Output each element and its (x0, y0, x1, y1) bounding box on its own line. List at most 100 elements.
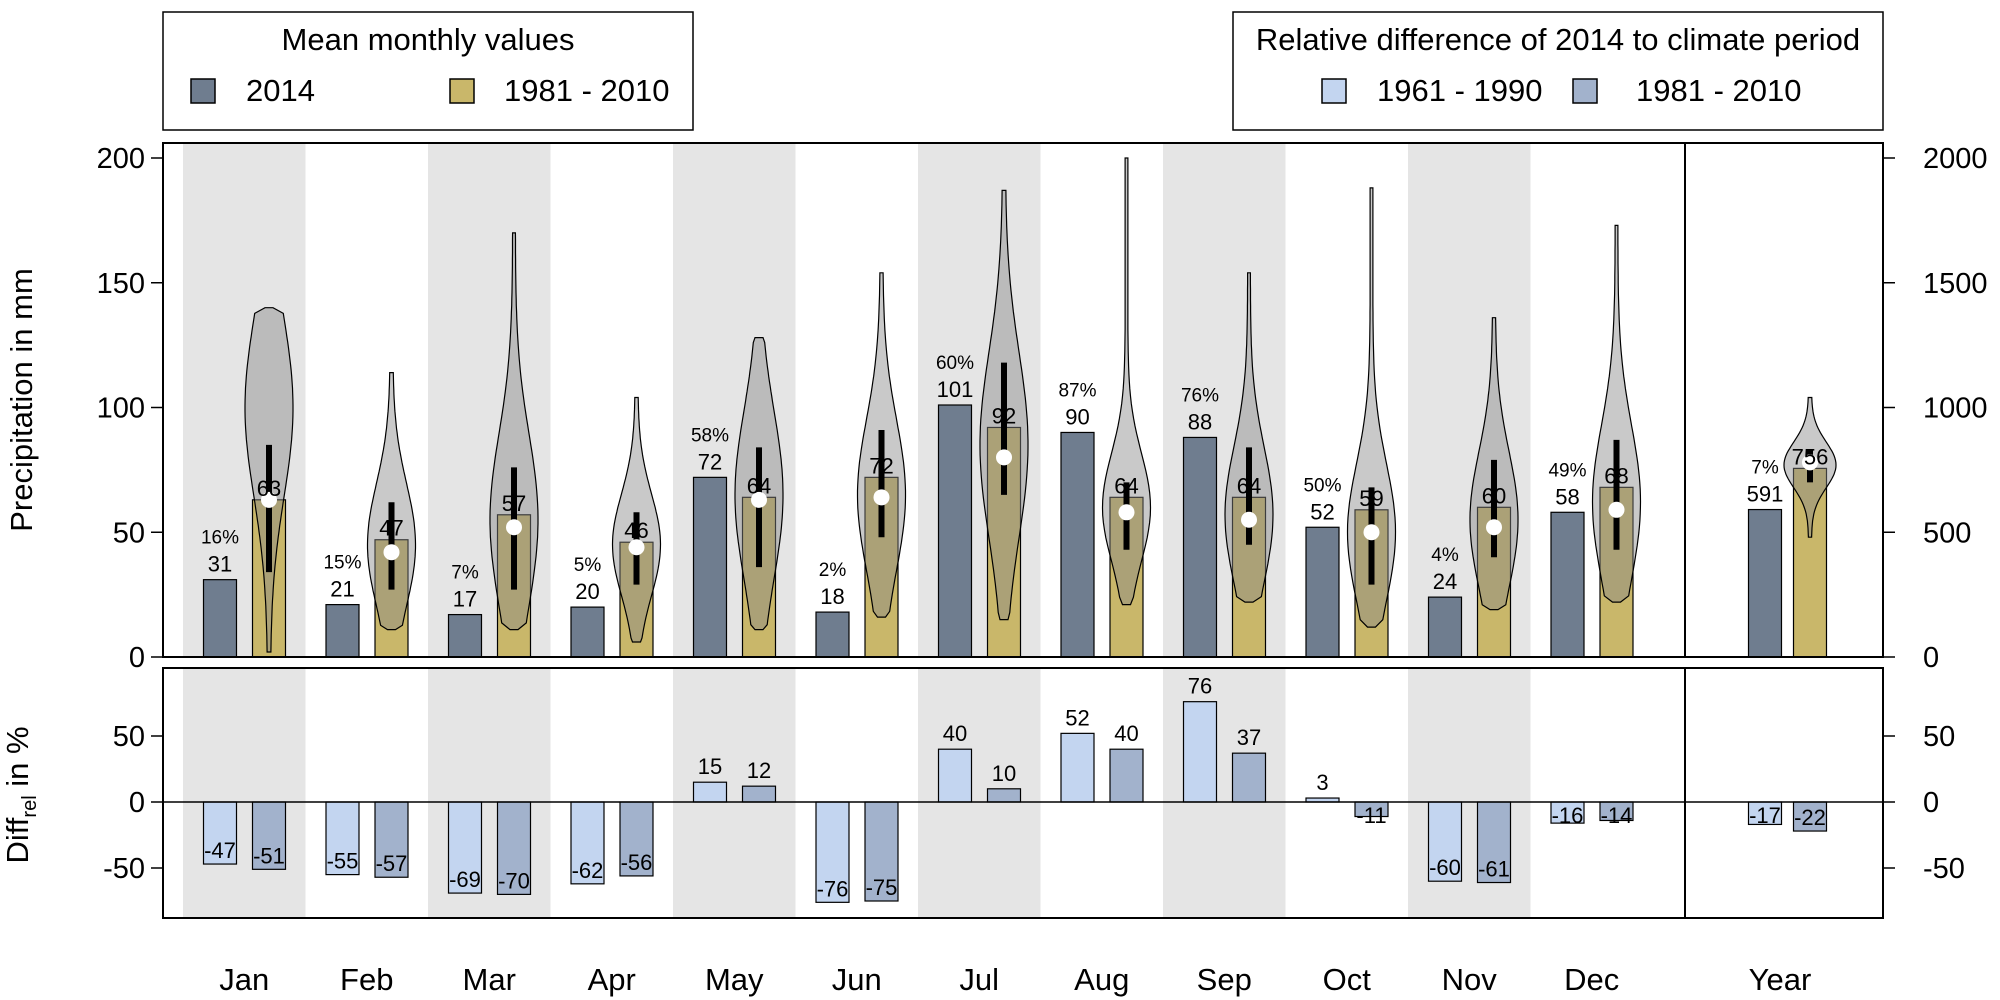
median-Jan (261, 491, 277, 508)
bar-2014-May (692, 476, 728, 658)
label-clim-Oct: 59 (1359, 486, 1383, 511)
diff-label-6190-Jan: -47 (204, 838, 236, 863)
month-label-Jun: Jun (832, 962, 882, 997)
diff-bar-6190-Mar (447, 801, 483, 894)
legend-2014-label: 2014 (246, 73, 315, 108)
legend-mean-monthly: Mean monthly values 2014 1981 - 2010 (162, 11, 694, 131)
label-clim-Dec: 68 (1604, 463, 1628, 488)
pct-2014-year: 7% (1751, 458, 1779, 479)
label-clim-Jul: 92 (992, 403, 1016, 428)
diff-label-6190-Jun: -76 (817, 876, 849, 901)
shade-bottom (673, 668, 796, 918)
diff-label-6190-Mar: -69 (449, 867, 481, 892)
top-left-tick-label: 150 (97, 268, 145, 300)
label-clim-May: 64 (747, 473, 771, 498)
pct-2014-Sep: 76% (1181, 385, 1219, 406)
median-Sep (1241, 511, 1257, 528)
shade-bottom (1163, 668, 1286, 918)
pct-2014-Jun: 2% (819, 560, 847, 581)
bar-2014-Nov (1427, 596, 1463, 658)
median-Jun (873, 489, 890, 506)
month-label-Dec: Dec (1564, 962, 1619, 997)
bar-2014-Jul (937, 404, 973, 658)
violin-Feb (366, 372, 417, 631)
diff-label-8110-Jan: -51 (253, 843, 285, 868)
legend-2014-swatch (190, 78, 216, 104)
legend-8110-swatch (1572, 78, 1598, 104)
pct-2014-Dec: 49% (1548, 460, 1586, 481)
label-2014-Sep: 88 (1188, 409, 1212, 434)
violin-Oct (1346, 187, 1397, 628)
shade-top (1408, 143, 1531, 657)
diff-bar-6190-Aug (1060, 732, 1095, 803)
diff-bar-6190-Jul (937, 748, 973, 803)
diff-label-8110-Sep: 37 (1237, 725, 1261, 750)
label-2014-May: 72 (698, 449, 722, 474)
label-clim-Mar: 57 (502, 491, 526, 516)
diff-bar-8110-Jun (864, 801, 899, 902)
bottom-right-tick-label: -50 (1923, 853, 1965, 885)
bar-2014-year (1747, 508, 1783, 658)
diff-label-6190-Feb: -55 (327, 849, 359, 874)
bottom-left-tick-label: 0 (129, 787, 145, 819)
legend-6190-label: 1961 - 1990 (1377, 73, 1542, 108)
legend-right-title: Relative difference of 2014 to climate p… (1256, 22, 1860, 57)
label-2014-Apr: 20 (575, 579, 599, 604)
top-right-tick-label: 1000 (1923, 393, 1988, 425)
bottom-y-axis-label: Diffrel in % (0, 726, 41, 863)
bar-2014-Sep (1182, 436, 1218, 658)
label-clim-Jan: 63 (257, 476, 281, 501)
diff-label-8110-Aug: 40 (1114, 721, 1138, 746)
top-right-tick-label: 1500 (1923, 268, 1988, 300)
month-label-Nov: Nov (1442, 962, 1498, 997)
legend-left-title: Mean monthly values (282, 22, 575, 57)
bar-2014-Apr (570, 606, 605, 658)
diff-label-6190-Aug: 52 (1065, 705, 1089, 730)
diff-bar-6190-Sep (1182, 701, 1218, 803)
diff-label-8110-May: 12 (747, 758, 771, 783)
diff-label-8110-Jul: 10 (992, 761, 1016, 786)
legend-clim-label: 1981 - 2010 (504, 73, 669, 108)
label-2014-Mar: 17 (453, 587, 477, 612)
diff-bar-8110-Feb (374, 801, 409, 878)
top-panel-frame (162, 142, 1884, 658)
top-right-tick-label: 0 (1923, 642, 1939, 674)
label-2014-Nov: 24 (1433, 569, 1457, 594)
label-2014-Jun: 18 (820, 584, 844, 609)
bottom-panel-frame (162, 667, 1884, 919)
violin-Aug (1101, 157, 1152, 606)
violin-Sep (1224, 272, 1274, 603)
legend-relative-difference: Relative difference of 2014 to climate p… (1232, 11, 1884, 131)
diff-label-6190-Apr: -62 (572, 858, 604, 883)
diff-label-6190-Nov: -60 (1429, 855, 1461, 880)
label-clim-Apr: 46 (624, 518, 648, 543)
month-label-Jan: Jan (219, 962, 269, 997)
diff-bar-8110-Aug (1109, 748, 1144, 803)
legend-6190-swatch (1321, 78, 1347, 104)
label-clim-Jun: 72 (869, 453, 893, 478)
median-Feb (383, 544, 400, 561)
diff-label-6190-Jul: 40 (943, 721, 967, 746)
diff-bar-8110-Sep (1231, 752, 1267, 803)
bar-2014-Feb (325, 604, 360, 658)
bar-2014-Jun (815, 611, 850, 658)
month-label-Oct: Oct (1323, 962, 1372, 997)
label-clim-Sep: 64 (1237, 473, 1261, 498)
label-clim-Aug: 64 (1114, 473, 1138, 498)
bar-2014-Mar (447, 613, 483, 658)
diff-bar-8110-Jan (251, 801, 287, 870)
pct-2014-Mar: 7% (451, 563, 479, 584)
pct-2014-Apr: 5% (574, 555, 602, 576)
diff-bar-8110-Apr (619, 801, 654, 877)
median-Aug (1118, 504, 1135, 521)
legend-8110-label: 1981 - 2010 (1636, 73, 1801, 108)
bottom-right-tick-label: 50 (1923, 721, 1955, 753)
year-label: Year (1749, 962, 1812, 997)
diff-bar-6190-Feb (325, 801, 360, 876)
pct-2014-Feb: 15% (323, 553, 361, 574)
bottom-left-tick-label: 50 (113, 721, 145, 753)
diff-label-8110-Nov: -61 (1478, 857, 1510, 882)
top-left-tick-label: 200 (97, 143, 145, 175)
